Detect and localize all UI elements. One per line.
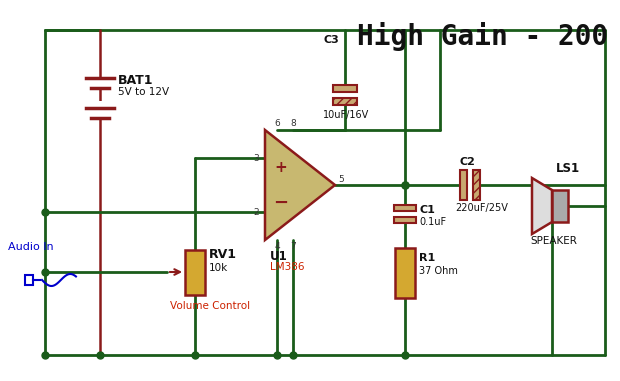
Text: BAT1: BAT1 <box>118 74 154 87</box>
Bar <box>473 170 480 200</box>
Bar <box>333 85 357 92</box>
Bar <box>25 275 33 285</box>
Bar <box>395 248 415 298</box>
Text: 8: 8 <box>290 119 296 128</box>
Bar <box>394 217 416 223</box>
Bar <box>552 190 568 222</box>
Text: −: − <box>273 194 288 212</box>
Text: Volume Control: Volume Control <box>170 301 250 311</box>
Text: 5V to 12V: 5V to 12V <box>118 87 169 97</box>
Text: 2: 2 <box>254 208 259 216</box>
Text: LM386: LM386 <box>270 262 304 272</box>
Text: 4: 4 <box>274 242 280 251</box>
Text: 3: 3 <box>253 154 259 163</box>
Text: High Gain - 200: High Gain - 200 <box>356 22 608 51</box>
Text: 0.1uF: 0.1uF <box>419 217 446 227</box>
Text: LS1: LS1 <box>556 162 580 175</box>
Text: R1: R1 <box>419 253 435 263</box>
Bar <box>333 98 357 105</box>
Text: 37 Ohm: 37 Ohm <box>419 266 458 276</box>
Text: 5: 5 <box>338 174 343 184</box>
Text: C1: C1 <box>419 205 435 215</box>
Text: +: + <box>275 160 288 174</box>
Text: RV1: RV1 <box>209 248 237 261</box>
Text: 10uF/16V: 10uF/16V <box>323 110 370 120</box>
Text: C2: C2 <box>460 157 476 167</box>
Bar <box>185 250 205 295</box>
Text: 10k: 10k <box>209 263 228 273</box>
Polygon shape <box>532 178 552 234</box>
Bar <box>460 170 467 200</box>
Polygon shape <box>265 130 335 240</box>
Text: 6: 6 <box>274 119 280 128</box>
Text: 220uF/25V: 220uF/25V <box>455 203 508 213</box>
Text: C3: C3 <box>323 35 339 45</box>
Text: 7: 7 <box>290 242 296 251</box>
Bar <box>394 205 416 211</box>
Text: U1: U1 <box>270 250 288 263</box>
Text: SPEAKER: SPEAKER <box>530 236 577 246</box>
Text: Audio In: Audio In <box>8 242 53 252</box>
